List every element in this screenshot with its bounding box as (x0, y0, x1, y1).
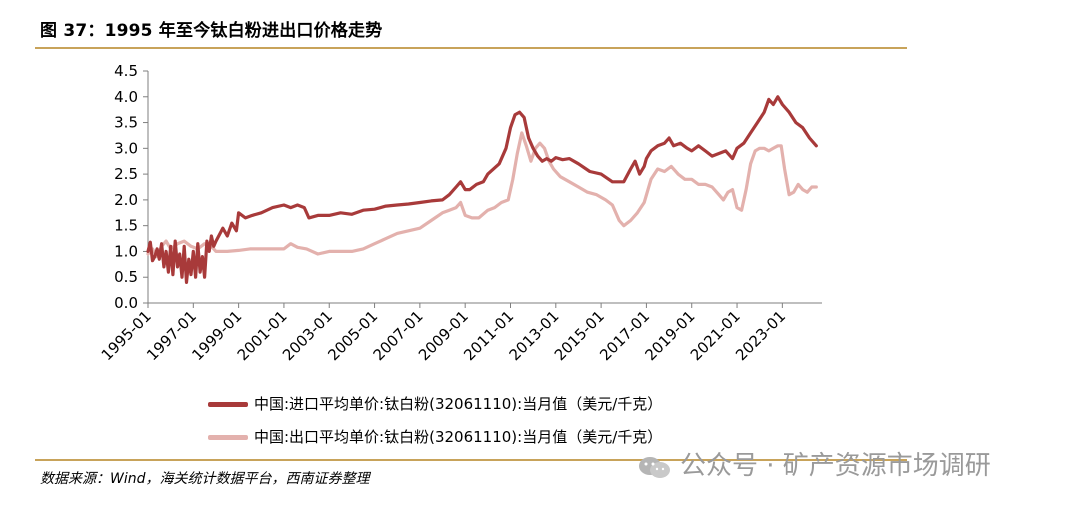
line-chart: 0.00.51.01.52.02.53.03.54.04.51995-01199… (98, 62, 822, 364)
legend-label-import: 中国:进口平均单价:钛白粉(32061110):当月值（美元/千克） (254, 395, 663, 413)
footer-rule (35, 459, 907, 461)
legend-label-export: 中国:出口平均单价:钛白粉(32061110):当月值（美元/千克） (254, 428, 663, 446)
y-tick-label: 3.5 (114, 114, 138, 132)
source-note: 数据来源：Wind，海关统计数据平台，西南证券整理 (40, 471, 370, 487)
x-tick-label: 2023-01 (732, 307, 789, 364)
y-tick-label: 3.0 (114, 139, 138, 157)
series-line-export (146, 131, 818, 259)
y-tick-label: 0.0 (114, 294, 138, 312)
y-tick-label: 4.5 (114, 62, 138, 80)
y-tick-label: 2.0 (114, 191, 138, 209)
y-tick-label: 0.5 (114, 268, 138, 286)
y-tick-label: 1.0 (114, 242, 138, 260)
legend-item-export: 中国:出口平均单价:钛白粉(32061110):当月值（美元/千克） (208, 426, 662, 447)
watermark-text: 公众号 · 矿产资源市场调研 (680, 451, 991, 481)
figure-title: 图 37：1995 年至今钛白粉进出口价格走势 (40, 21, 383, 41)
y-tick-label: 2.5 (114, 165, 138, 183)
wechat-icon (639, 456, 670, 478)
legend-swatch-export (208, 435, 248, 440)
legend-swatch-import (208, 402, 248, 407)
y-tick-label: 4.0 (114, 88, 138, 106)
y-tick-label: 1.5 (114, 217, 138, 235)
legend-item-import: 中国:进口平均单价:钛白粉(32061110):当月值（美元/千克） (208, 393, 662, 414)
watermark: 公众号 · 矿产资源市场调研 (636, 445, 991, 482)
series-line-import (146, 95, 818, 284)
title-rule (35, 47, 907, 49)
